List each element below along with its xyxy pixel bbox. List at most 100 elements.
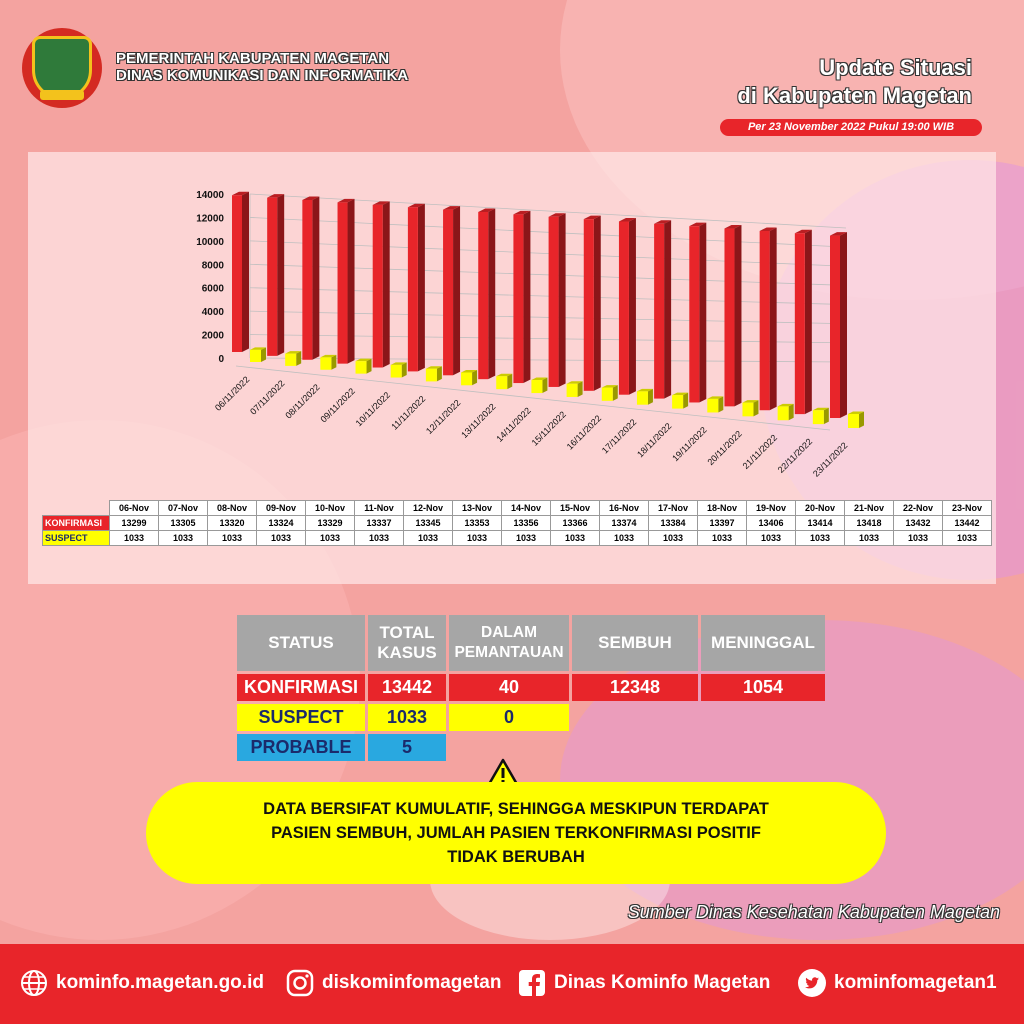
suspect-bar-side <box>683 392 689 409</box>
instagram-icon <box>286 969 314 997</box>
x-tick-label: 12/11/2022 <box>424 398 462 436</box>
suspect-bar-front <box>848 413 859 428</box>
konfirmasi-bar <box>513 210 531 384</box>
daily-cell: 1033 <box>403 530 453 546</box>
konfirmasi-bar-top <box>583 215 601 220</box>
suspect-bar <box>777 403 794 421</box>
header-total-line-1: TOTAL <box>379 623 435 642</box>
konfirmasi-bar-top <box>830 232 847 236</box>
y-tick-label: 6000 <box>202 284 225 295</box>
suspect-bar-side <box>366 358 372 374</box>
empty-cell <box>701 734 825 761</box>
footer-instagram[interactable]: diskominfomagetan <box>286 966 501 1000</box>
suspect-bar-top <box>601 385 618 388</box>
cumulative-data-note: DATA BERSIFAT KUMULATIF, SEHINGGA MESKIP… <box>146 782 886 884</box>
suspect-bar-top <box>672 392 689 396</box>
konfirmasi-dalam: 40 <box>449 674 569 701</box>
konfirmasi-bar <box>267 194 285 356</box>
note-line-1: DATA BERSIFAT KUMULATIF, SEHINGGA MESKIP… <box>263 800 769 818</box>
konfirmasi-bar-top <box>724 225 742 229</box>
daily-cell: 1033 <box>599 530 649 546</box>
daily-cell: 13397 <box>697 515 747 531</box>
konfirmasi-bar-side <box>558 213 566 387</box>
x-tick-label: 08/11/2022 <box>283 382 321 420</box>
suspect-bar <box>461 369 478 386</box>
update-title-line-2: di Kabupaten Magetan <box>737 83 972 108</box>
daily-header-cell: 14-Nov <box>501 500 551 516</box>
konfirmasi-bar-top <box>302 196 320 200</box>
y-tick-label: 8000 <box>202 260 225 271</box>
footer-twitter[interactable]: kominfomagetan1 <box>798 966 997 1000</box>
footer-website[interactable]: kominfo.magetan.go.id <box>20 966 264 1000</box>
bg-swirl <box>560 620 1024 940</box>
twitter-text: kominfomagetan1 <box>834 972 997 993</box>
suspect-bar-front <box>425 368 437 382</box>
suspect-bar-top <box>320 354 337 358</box>
daily-cell: 13366 <box>550 515 600 531</box>
konfirmasi-bar-front <box>689 226 700 403</box>
konfirmasi-bar <box>830 232 847 418</box>
konfirmasi-bar <box>372 201 390 368</box>
suspect-bar-front <box>496 376 508 390</box>
konfirmasi-bar <box>618 218 636 395</box>
daily-cell: 13418 <box>844 515 894 531</box>
header-meninggal: MENINGGAL <box>701 615 825 671</box>
header-dalam-line-2: PEMANTAUAN <box>454 644 564 661</box>
suspect-bar-front <box>390 364 402 378</box>
empty-cell <box>701 704 825 731</box>
daily-cell: 1033 <box>256 530 306 546</box>
konfirmasi-bar <box>302 196 320 360</box>
suspect-bar <box>707 396 724 413</box>
konfirmasi-bar-side <box>628 218 636 395</box>
suspect-bar-front <box>742 402 754 417</box>
suspect-bar <box>601 385 618 401</box>
suspect-bar-front <box>777 406 789 421</box>
header-sembuh: SEMBUH <box>572 615 698 671</box>
footer-facebook[interactable]: Dinas Kominfo Magetan <box>518 966 770 1000</box>
konfirmasi-bar-top <box>372 201 390 205</box>
suspect-bar <box>355 358 372 374</box>
konfirmasi-bar-side <box>734 225 742 407</box>
konfirmasi-bar-side <box>453 206 461 376</box>
daily-header-cell: 22-Nov <box>893 500 943 516</box>
konfirmasi-bar-top <box>478 208 496 212</box>
suspect-bar-front <box>672 395 684 409</box>
daily-cell: 13356 <box>501 515 551 531</box>
suspect-total: 1033 <box>368 704 446 731</box>
daily-row-label: SUSPECT <box>42 530 110 546</box>
x-tick-label: 16/11/2022 <box>565 413 603 451</box>
konfirmasi-bar-front <box>407 207 418 372</box>
daily-cell: 13384 <box>648 515 698 531</box>
daily-cell: 13414 <box>795 515 845 531</box>
footer-bar: kominfo.magetan.go.id diskominfomagetan … <box>0 944 1024 1024</box>
website-text: kominfo.magetan.go.id <box>56 972 264 993</box>
konfirmasi-bar-front <box>372 204 383 368</box>
konfirmasi-bar <box>724 225 742 407</box>
x-tick-label: 13/11/2022 <box>459 402 497 440</box>
daily-header-cell: 20-Nov <box>795 500 845 516</box>
konfirmasi-sembuh: 12348 <box>572 674 698 701</box>
x-tick-label: 20/11/2022 <box>705 429 743 467</box>
konfirmasi-bar-top <box>654 220 672 224</box>
daily-cell: 13406 <box>746 515 796 531</box>
suspect-bar-side <box>436 366 442 382</box>
konfirmasi-bar-side <box>769 227 777 411</box>
suspect-bar-top <box>496 373 513 377</box>
daily-row-label: KONFIRMASI <box>42 515 110 531</box>
daily-header-cell: 16-Nov <box>599 500 649 516</box>
konfirmasi-bar-top <box>618 218 636 222</box>
suspect-bar-top <box>636 388 653 392</box>
konfirmasi-bar-top <box>232 191 249 196</box>
suspect-bar <box>531 377 548 394</box>
suspect-bar-side <box>859 411 864 428</box>
x-axis-line <box>235 365 831 431</box>
daily-cell: 1033 <box>942 530 992 546</box>
suspect-bar-top <box>812 407 829 411</box>
globe-icon <box>21 970 47 996</box>
daily-cell: 1033 <box>648 530 698 546</box>
x-tick-label: 10/11/2022 <box>354 390 392 428</box>
daily-cell: 1033 <box>550 530 600 546</box>
daily-cell: 1033 <box>501 530 551 546</box>
empty-cell <box>449 734 569 761</box>
suspect-bar <box>320 354 337 370</box>
